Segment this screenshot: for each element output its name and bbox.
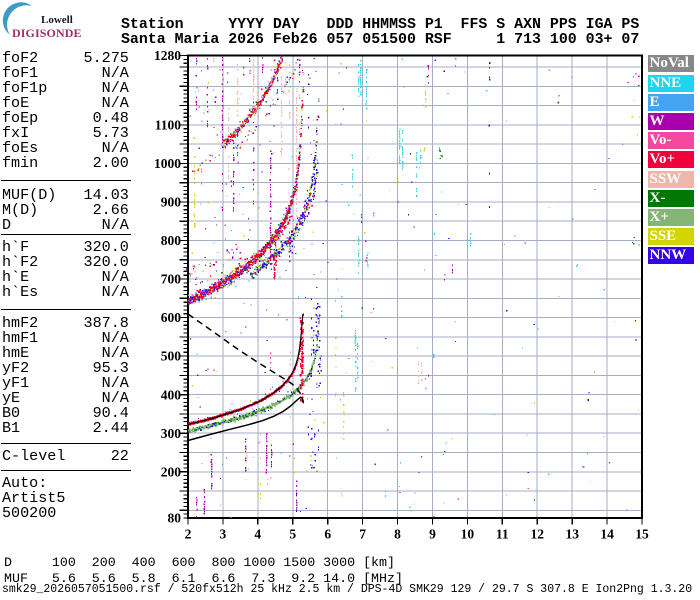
svg-text:600: 600 (161, 310, 182, 325)
svg-text:10: 10 (461, 527, 475, 542)
svg-text:700: 700 (161, 272, 182, 287)
svg-text:11: 11 (496, 527, 509, 542)
svg-text:300: 300 (161, 426, 182, 441)
svg-text:200: 200 (161, 464, 182, 479)
svg-text:15: 15 (635, 527, 649, 542)
svg-text:400: 400 (161, 387, 182, 402)
svg-text:7: 7 (359, 527, 366, 542)
svg-text:3: 3 (220, 527, 227, 542)
svg-text:800: 800 (161, 233, 182, 248)
svg-text:2: 2 (185, 527, 192, 542)
svg-text:500: 500 (161, 349, 182, 364)
svg-text:14: 14 (600, 527, 614, 542)
svg-text:6: 6 (324, 527, 331, 542)
svg-text:8: 8 (394, 527, 401, 542)
svg-text:9: 9 (429, 527, 436, 542)
svg-text:13: 13 (565, 527, 579, 542)
svg-text:5: 5 (289, 527, 296, 542)
svg-text:80: 80 (168, 511, 182, 526)
svg-text:900: 900 (161, 195, 182, 210)
svg-text:1000: 1000 (154, 156, 181, 171)
svg-text:1100: 1100 (155, 118, 182, 133)
svg-text:4: 4 (254, 527, 261, 542)
svg-text:1280: 1280 (154, 48, 181, 63)
svg-text:12: 12 (530, 527, 544, 542)
